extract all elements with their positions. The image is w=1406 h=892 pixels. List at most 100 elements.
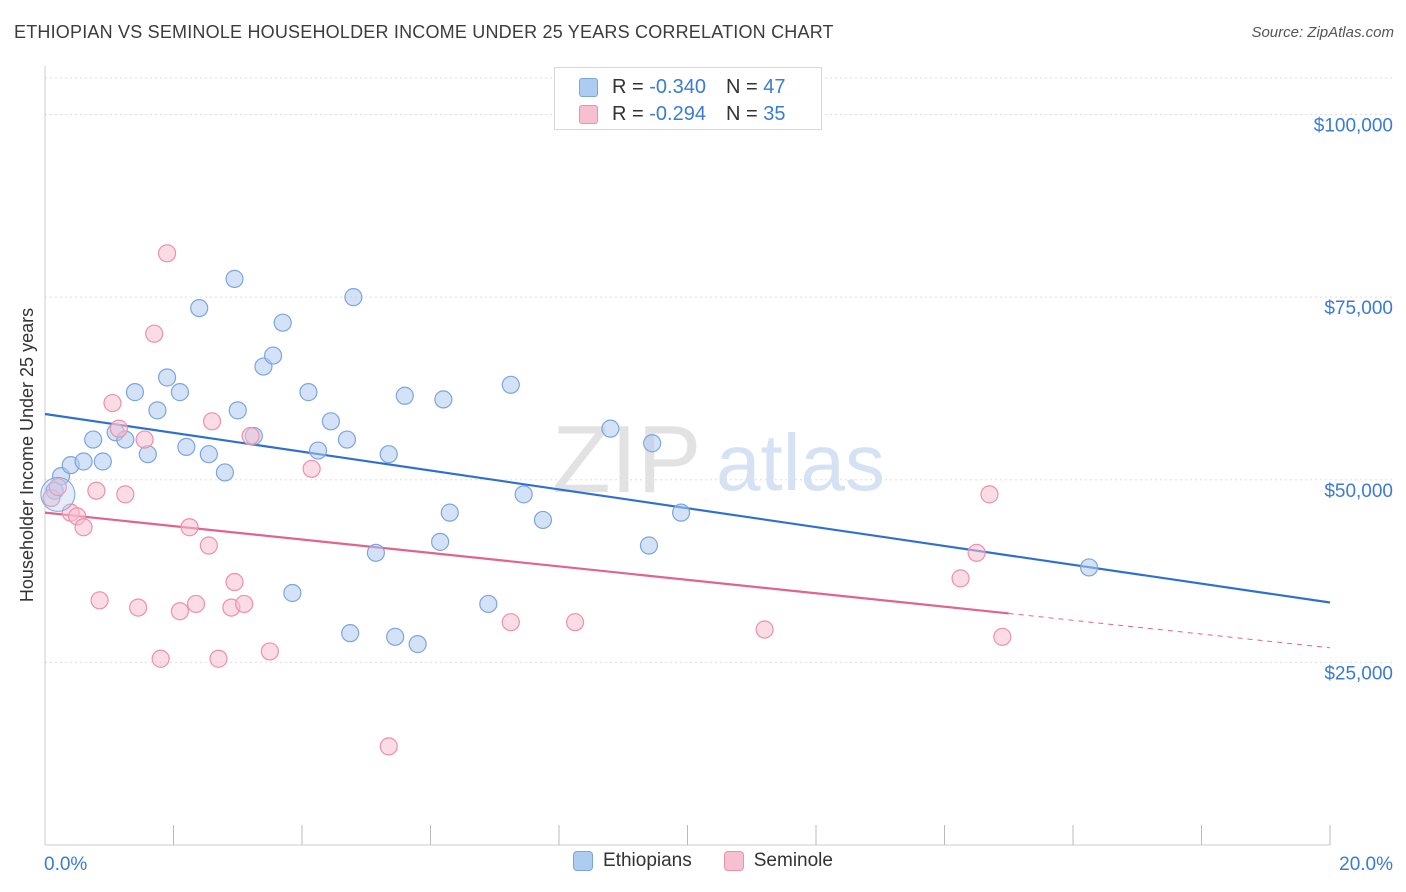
seminole-point — [145, 324, 164, 343]
seminole-trend-extension — [1008, 612, 1331, 649]
ethiopians-point — [408, 635, 427, 654]
ethiopians-point — [170, 383, 190, 402]
seminole-point — [202, 412, 222, 431]
ethiopians-point — [148, 401, 167, 420]
ethiopians-point — [395, 386, 414, 405]
ethiopians-point — [308, 441, 328, 460]
seminole-point — [199, 536, 218, 555]
legend-row-seminole: R = -0.294 N = 35 — [579, 101, 785, 127]
ethiopians-point — [321, 412, 341, 431]
y-tick-labels: $25,000 $50,000 $75,000 $100,000 — [1314, 116, 1393, 685]
seminole-point — [235, 594, 254, 614]
seminole-point — [260, 642, 279, 661]
seminole-point — [103, 393, 122, 413]
ethiopians-point — [84, 430, 103, 449]
seminole-point — [209, 649, 228, 668]
series-legend: Ethiopians Seminole — [0, 850, 1406, 872]
legend-n-value: 35 — [763, 102, 786, 125]
seminole-point — [225, 572, 244, 592]
y-tick-label: $100,000 — [1314, 116, 1393, 137]
ethiopians-point — [215, 463, 234, 482]
seminole-point — [90, 591, 109, 610]
x-tick-label: 0.0% — [44, 854, 87, 875]
legend-r-label: R = — [612, 75, 644, 98]
ethiopians-point — [643, 434, 662, 453]
ethiopians-point — [40, 476, 76, 512]
seminole-point — [180, 518, 199, 537]
watermark-atlas: atlas — [716, 418, 885, 507]
legend-item-seminole[interactable]: Seminole — [723, 850, 833, 872]
legend-swatch-pink — [579, 104, 598, 124]
ethiopians-point — [431, 532, 450, 551]
ethiopians-point — [93, 452, 112, 471]
legend-item-ethiopians[interactable]: Ethiopians — [573, 850, 692, 872]
watermark-zip: ZIP — [552, 406, 701, 513]
axes — [44, 66, 1331, 846]
ethiopians-point — [199, 445, 218, 464]
ethiopians-point — [440, 503, 459, 522]
ethiopians-point — [1079, 558, 1099, 577]
ethiopians-point — [601, 419, 620, 438]
stats-legend: R = -0.340 N = 47 R = -0.294 N = 35 — [554, 67, 822, 130]
ethiopians-point — [228, 401, 247, 420]
seminole-point — [157, 244, 177, 263]
chart-title: ETHIOPIAN VS SEMINOLE HOUSEHOLDER INCOME… — [14, 22, 834, 42]
seminole-point — [170, 602, 190, 621]
ethiopians-point — [501, 375, 520, 394]
seminole-point — [951, 569, 970, 588]
ethiopians-point — [639, 536, 659, 555]
seminole-point — [116, 485, 135, 504]
ethiopians-point — [125, 383, 145, 402]
ethiopians-point — [157, 368, 177, 387]
grid-lines — [45, 77, 1392, 663]
legend-n-label: N = — [725, 75, 758, 98]
seminole-point — [74, 518, 93, 537]
seminole-point — [565, 613, 585, 632]
x-tick-labels: 0.0% 20.0% — [44, 854, 1393, 875]
y-axis-label: Householder Income Under 25 years — [17, 308, 37, 602]
seminole-point — [980, 485, 999, 504]
seminole-point — [993, 627, 1012, 646]
legend-r-label: R = — [612, 102, 644, 125]
ethiopians-point — [366, 543, 385, 562]
ethiopians-point — [337, 430, 357, 449]
ethiopians-point — [190, 299, 209, 318]
ethiopians-point — [514, 485, 533, 504]
legend-n-label: N = — [725, 102, 758, 125]
legend-swatch-blue — [573, 851, 594, 871]
y-tick-label: $25,000 — [1324, 663, 1393, 684]
y-tick-label: $75,000 — [1324, 298, 1393, 319]
legend-swatch-blue — [579, 77, 598, 97]
seminole-point — [241, 426, 260, 446]
seminole-point — [135, 430, 154, 449]
data-points — [40, 244, 1099, 756]
seminole-point — [379, 737, 398, 756]
seminole-point — [967, 543, 986, 562]
seminole-point — [87, 481, 106, 500]
legend-label-ethiopians: Ethiopians — [603, 850, 692, 871]
y-tick-label: $50,000 — [1324, 481, 1393, 502]
seminole-point — [151, 649, 170, 668]
ethiopians-point — [344, 288, 363, 307]
legend-n-value: 47 — [763, 75, 786, 98]
seminole-point — [302, 459, 321, 478]
source-label: Source: ZipAtlas.com — [1251, 24, 1394, 41]
seminole-point — [109, 419, 128, 438]
ethiopians-point — [273, 313, 292, 332]
ethiopians-point — [177, 437, 196, 456]
ethiopians-point — [283, 583, 302, 603]
ethiopians-point — [225, 269, 244, 288]
legend-swatch-pink — [723, 851, 744, 871]
legend-r-value: -0.340 — [649, 75, 706, 98]
ethiopians-point — [341, 624, 360, 643]
seminole-point — [129, 598, 148, 617]
watermark: ZIP atlas — [552, 406, 885, 513]
seminole-trend-line — [44, 511, 1009, 615]
legend-r-value: -0.294 — [649, 102, 706, 125]
x-tick-label: 20.0% — [1339, 854, 1393, 875]
ethiopians-point — [671, 503, 691, 522]
ethiopians-point — [379, 445, 398, 464]
legend-row-ethiopians: R = -0.340 N = 47 — [579, 74, 785, 100]
ethiopians-point — [533, 510, 553, 530]
